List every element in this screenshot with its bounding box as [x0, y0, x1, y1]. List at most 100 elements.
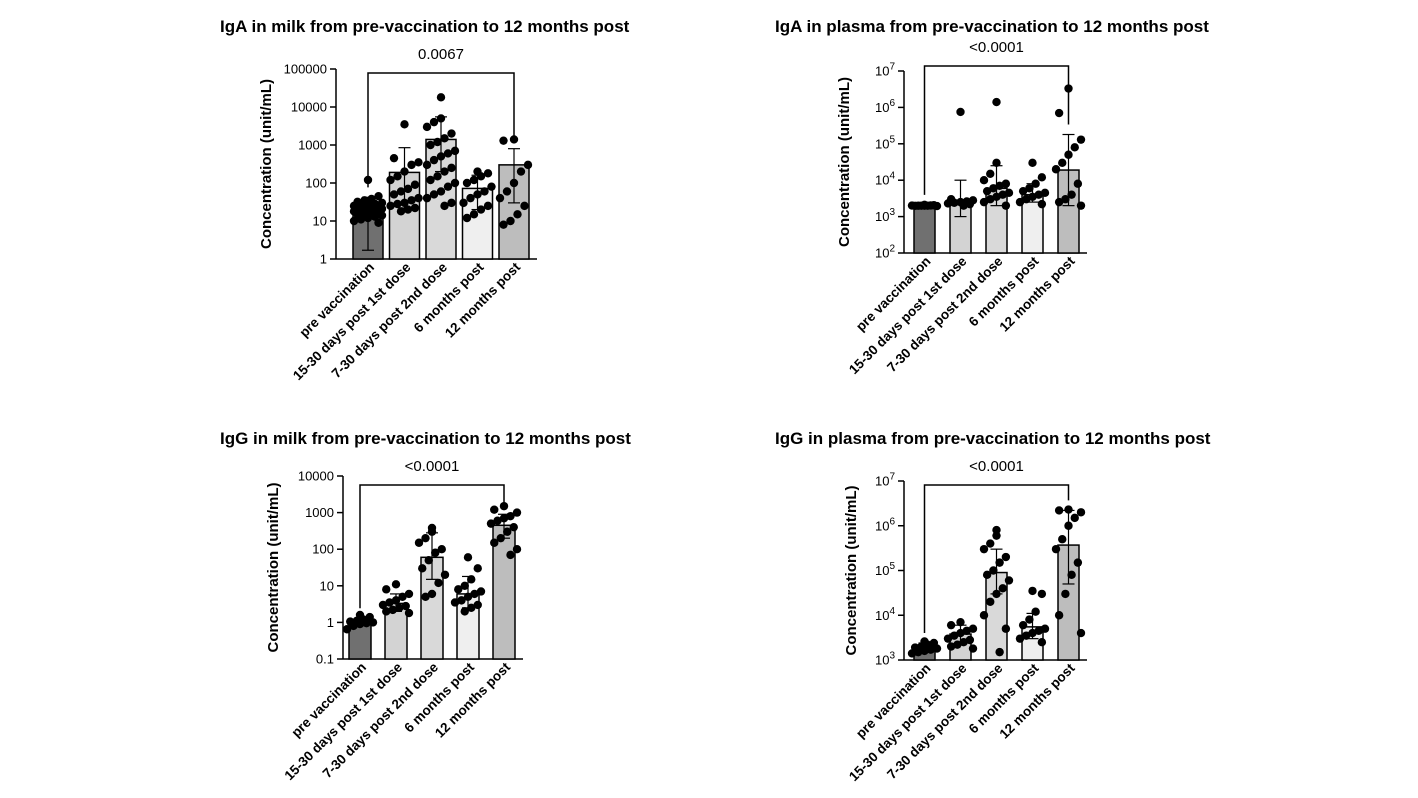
- data-point: [404, 608, 414, 618]
- significance-label: <0.0001: [969, 458, 1024, 475]
- data-point: [407, 160, 416, 170]
- significance-bracket: [923, 484, 1070, 633]
- data-point: [1061, 589, 1070, 599]
- data-point: [400, 167, 409, 176]
- data-point: [436, 187, 446, 196]
- data-point: [995, 558, 1004, 567]
- data-point: [370, 212, 380, 221]
- data-point: [467, 575, 476, 584]
- data-point: [1070, 513, 1079, 523]
- y-tick-label: 103: [875, 651, 895, 668]
- data-point: [460, 607, 469, 616]
- data-point: [986, 597, 995, 606]
- y-tick-label: 1: [327, 615, 334, 630]
- data-point: [433, 137, 442, 147]
- data-point: [437, 545, 446, 554]
- data-point: [512, 508, 522, 517]
- data-point: [377, 211, 387, 220]
- data-point: [440, 201, 449, 211]
- data-point: [1037, 637, 1047, 647]
- data-point: [440, 167, 449, 176]
- data-point: [403, 184, 413, 194]
- data-point: [463, 553, 473, 562]
- data-point: [447, 163, 456, 173]
- y-tick-label: 102: [875, 244, 895, 261]
- data-point: [483, 169, 493, 178]
- y-axis-label: Concentration (unit/mL): [265, 483, 282, 653]
- data-point: [995, 647, 1004, 657]
- data-point: [1018, 620, 1028, 630]
- data-point: [1073, 558, 1083, 567]
- data-point: [956, 617, 965, 627]
- data-point: [386, 201, 395, 211]
- data-point: [1054, 197, 1064, 207]
- data-point: [393, 172, 402, 181]
- data-point: [1067, 570, 1076, 580]
- data-point: [396, 207, 406, 216]
- data-point: [395, 603, 404, 613]
- data-point: [403, 205, 413, 214]
- data-point: [502, 187, 512, 196]
- y-tick-label: 1000: [298, 138, 327, 153]
- data-point: [470, 589, 479, 599]
- chart-panel-2: IgA in plasma from pre-vaccination to 12…: [775, 17, 1209, 377]
- data-point: [450, 178, 460, 188]
- data-point: [410, 203, 420, 213]
- data-point: [410, 180, 420, 189]
- data-point: [454, 585, 463, 594]
- data-point: [506, 511, 515, 521]
- data-point: [480, 187, 489, 196]
- data-point: [368, 618, 378, 627]
- y-tick-label: 103: [875, 207, 895, 224]
- data-point: [356, 215, 366, 224]
- data-point: [362, 619, 371, 628]
- data-point: [946, 620, 956, 630]
- data-point: [1031, 179, 1040, 188]
- data-point: [450, 146, 460, 156]
- data-point: [476, 205, 486, 214]
- data-point: [427, 589, 437, 599]
- data-point: [959, 201, 968, 210]
- data-point: [398, 592, 407, 602]
- data-point: [920, 201, 929, 210]
- data-point: [506, 550, 515, 560]
- data-point: [1051, 544, 1061, 554]
- data-point: [467, 603, 476, 613]
- data-point: [429, 155, 439, 165]
- y-tick-label: 10: [320, 578, 334, 593]
- y-tick-label: 106: [875, 516, 895, 533]
- data-point: [382, 585, 391, 594]
- data-point: [509, 522, 518, 532]
- data-point: [1076, 628, 1086, 638]
- data-point: [389, 190, 399, 199]
- data-point: [495, 193, 505, 203]
- data-point: [421, 533, 430, 543]
- data-point: [342, 625, 352, 634]
- data-point: [386, 175, 395, 185]
- data-point: [496, 533, 505, 543]
- data-point: [1001, 201, 1011, 210]
- data-point: [1067, 190, 1076, 199]
- data-point: [992, 158, 1001, 168]
- y-axis-label: Concentration (unit/mL): [843, 486, 860, 656]
- data-point: [433, 172, 442, 181]
- data-point: [414, 158, 423, 167]
- chart-title: IgA in plasma from pre-vaccination to 12…: [775, 17, 1209, 36]
- data-point: [950, 198, 959, 207]
- data-point: [426, 175, 435, 185]
- bar: [913, 204, 936, 254]
- data-point: [1015, 634, 1025, 643]
- data-point: [374, 218, 383, 227]
- data-point: [499, 501, 509, 511]
- data-point: [473, 600, 482, 610]
- data-point: [440, 134, 449, 143]
- data-point: [907, 649, 917, 658]
- data-point: [374, 191, 383, 201]
- data-point: [509, 135, 519, 144]
- data-point: [421, 592, 430, 602]
- data-point: [1037, 199, 1047, 209]
- y-tick-label: 104: [875, 606, 895, 623]
- data-point: [396, 187, 406, 196]
- data-point: [1037, 589, 1047, 599]
